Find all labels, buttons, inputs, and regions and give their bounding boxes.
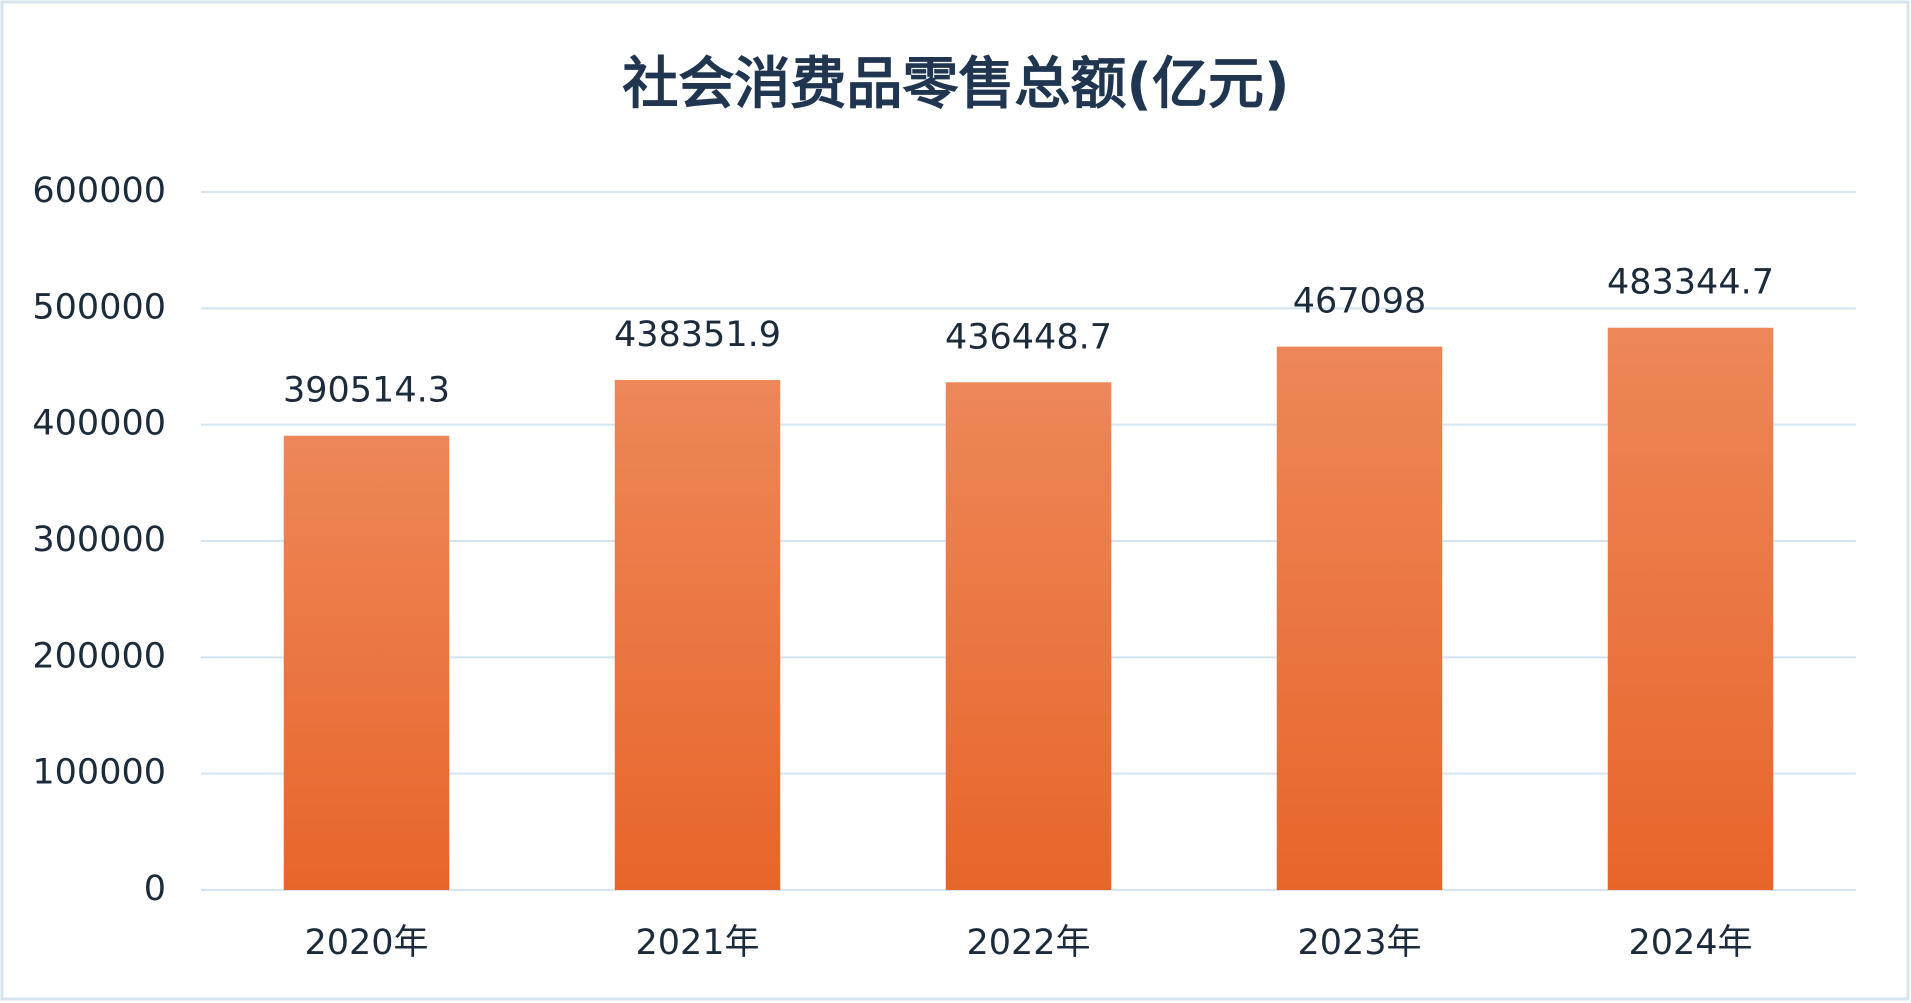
y-tick-label: 600000 <box>32 171 166 211</box>
bar <box>614 380 781 890</box>
y-tick-label: 300000 <box>32 520 166 560</box>
bar <box>283 435 450 890</box>
y-tick-label: 100000 <box>32 753 166 793</box>
bar <box>945 382 1112 890</box>
y-tick-label: 200000 <box>32 636 166 676</box>
bar <box>1607 327 1774 890</box>
x-tick-label: 2021年 <box>635 923 759 963</box>
x-tick-label: 2020年 <box>304 923 428 963</box>
x-tick-label: 2022年 <box>966 923 1090 963</box>
value-label: 483344.7 <box>1607 263 1774 303</box>
chart-title: 社会消费品零售总额(亿元) <box>622 52 1289 117</box>
value-label: 467098 <box>1293 282 1427 322</box>
value-label: 436448.7 <box>945 317 1112 357</box>
value-label: 390514.3 <box>283 371 450 411</box>
x-tick-label: 2023年 <box>1297 923 1421 963</box>
value-label: 438351.9 <box>614 315 781 355</box>
y-tick-label: 500000 <box>32 287 166 327</box>
x-tick-label: 2024年 <box>1628 923 1752 963</box>
y-tick-label: 0 <box>144 869 166 909</box>
y-tick-label: 400000 <box>32 404 166 444</box>
bar <box>1276 346 1443 890</box>
